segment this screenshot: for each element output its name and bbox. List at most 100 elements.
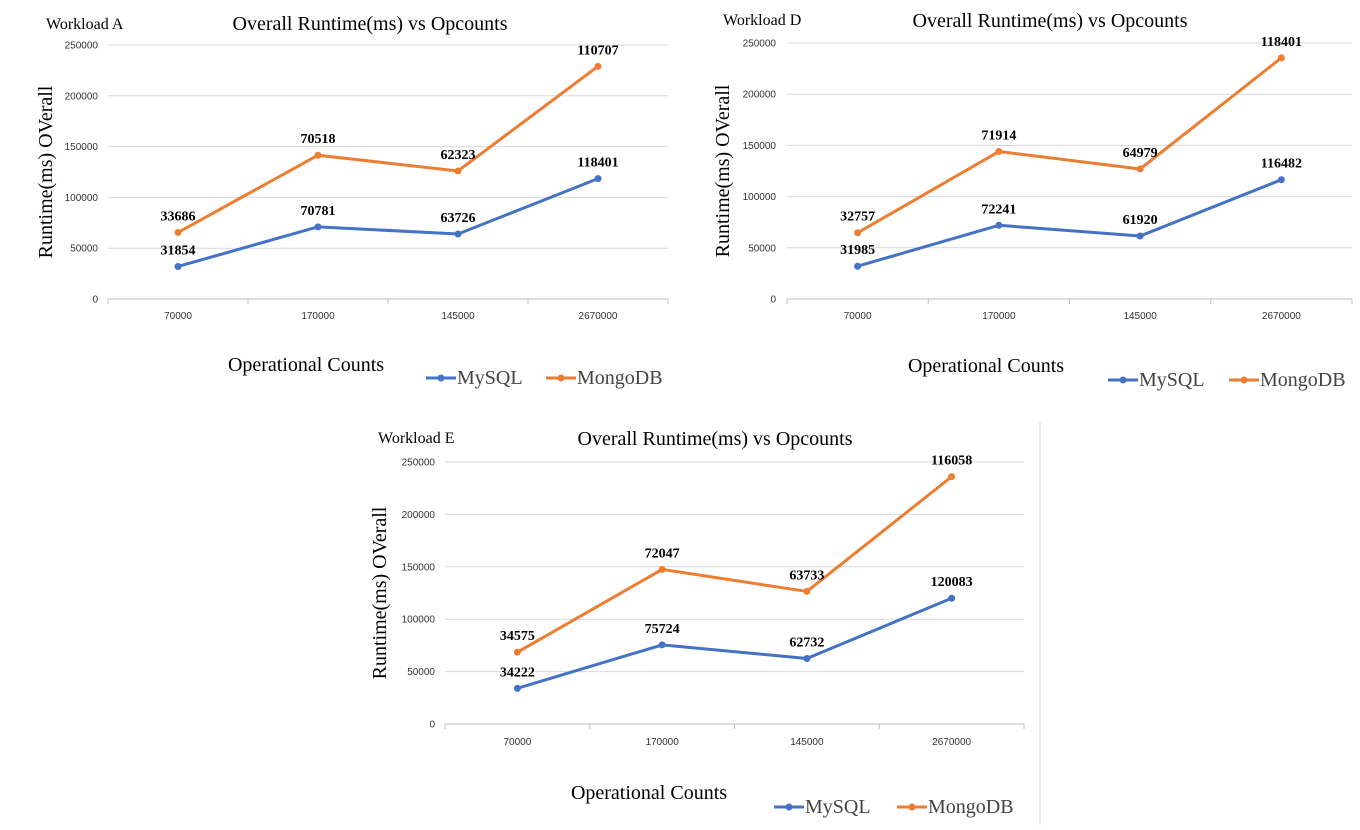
data-label-mongodb: 62323 (441, 148, 476, 163)
chart-panel-2: 0 50000 100000 150000 200000 250000 70000 17000… (712, 10, 1353, 391)
data-label-mysql: 118401 (577, 156, 618, 171)
x-tick-label: 145000 (1123, 311, 1157, 322)
x-tick-label: 170000 (301, 311, 335, 322)
y-tick-label: 250000 (402, 458, 436, 469)
data-label-mysql: 34222 (500, 665, 535, 680)
data-label-mysql: 61920 (1123, 213, 1158, 228)
data-label-mongodb: 71914 (981, 129, 1016, 144)
legend-label-mongodb: MongoDB (928, 796, 1014, 818)
y-tick-label: 150000 (402, 562, 436, 573)
data-point-mysql (1136, 232, 1144, 240)
y-tick-label: 200000 (402, 510, 436, 521)
data-label-mongodb: 72047 (645, 546, 680, 561)
data-point-mongodb (594, 62, 602, 70)
legend-marker-mysql (785, 803, 793, 811)
y-tick-label: 100000 (402, 615, 436, 626)
data-label-mysql: 116482 (1261, 157, 1302, 172)
x-tick-label: 170000 (645, 737, 679, 748)
data-point-mongodb (513, 648, 521, 656)
data-label-mongodb: 34575 (500, 629, 535, 644)
data-label-mysql: 63726 (441, 211, 476, 226)
chart-panel-1: 0 50000 100000 150000 200000 250000 70000 17000… (35, 13, 669, 389)
data-label-mongodb: 70518 (301, 132, 336, 147)
y-tick-label: 250000 (743, 39, 777, 50)
data-label-mongodb: 33686 (161, 209, 196, 224)
x-tick-label: 170000 (982, 311, 1016, 322)
data-point-mongodb (314, 151, 322, 159)
legend-marker-mysql (1119, 376, 1127, 384)
y-tick-label: 50000 (70, 244, 98, 255)
series-line-mongodb (516, 475, 953, 654)
series-line-mysql (516, 596, 953, 690)
x-tick-label: 2670000 (1262, 311, 1301, 322)
x-tick-label: 145000 (441, 311, 475, 322)
y-tick-label: 50000 (748, 243, 776, 254)
chart-panel-3: 0 50000 100000 150000 200000 250000 70000 17000… (369, 428, 1025, 818)
series-line-mysql (857, 178, 1282, 268)
data-point-mongodb (995, 148, 1003, 156)
data-label-mongodb: 64979 (1123, 146, 1158, 161)
data-point-mysql (314, 223, 322, 231)
data-label-mysql: 62732 (789, 636, 824, 651)
legend-label-mysql: MySQL (805, 796, 871, 818)
data-label-mongodb: 63733 (789, 568, 824, 583)
x-axis-title: Operational Counts (228, 354, 384, 376)
data-point-mongodb (948, 473, 956, 481)
legend-marker-mongodb (1240, 376, 1248, 384)
y-tick-label: 0 (429, 720, 435, 731)
data-point-mysql (454, 230, 462, 238)
data-point-mysql (513, 684, 521, 692)
y-tick-label: 200000 (743, 90, 777, 101)
chart-title: Overall Runtime(ms) vs Opcounts (913, 10, 1188, 32)
data-point-mysql (594, 175, 602, 183)
y-axis-title: Runtime(ms) OVerall (369, 506, 391, 679)
workload-label: Workload A (46, 16, 124, 33)
x-tick-label: 70000 (844, 311, 872, 322)
data-label-mysql: 120083 (931, 575, 973, 590)
legend-marker-mongodb (557, 374, 565, 382)
data-point-mongodb (658, 565, 666, 573)
y-axis-title: Runtime(ms) OVerall (35, 85, 57, 258)
x-tick-label: 70000 (164, 311, 192, 322)
data-point-mysql (854, 262, 862, 270)
data-point-mysql (658, 641, 666, 649)
x-tick-label: 2670000 (932, 737, 971, 748)
x-axis-title: Operational Counts (908, 355, 1064, 377)
data-label-mysql: 72241 (981, 202, 1016, 217)
data-point-mongodb (803, 587, 811, 595)
series-line-mongodb (177, 65, 599, 234)
x-tick-label: 2670000 (579, 311, 618, 322)
data-label-mysql: 75724 (645, 622, 680, 637)
y-tick-label: 200000 (65, 91, 99, 102)
legend-marker-mongodb (908, 803, 916, 811)
data-point-mongodb (854, 229, 862, 237)
legend-label-mongodb: MongoDB (577, 367, 663, 389)
data-point-mysql (995, 221, 1003, 229)
legend-label-mysql: MySQL (1139, 369, 1205, 391)
data-point-mysql (174, 262, 182, 270)
chart-title: Overall Runtime(ms) vs Opcounts (578, 428, 853, 450)
data-label-mongodb: 116058 (931, 454, 972, 469)
y-tick-label: 150000 (65, 142, 99, 153)
data-label-mysql: 70781 (301, 204, 336, 219)
legend-label-mysql: MySQL (457, 367, 523, 389)
series-line-mongodb (856, 56, 1283, 235)
x-tick-label: 145000 (790, 737, 824, 748)
workload-label: Workload D (723, 12, 801, 29)
series-line-mysql (177, 177, 599, 268)
x-axis-title: Operational Counts (571, 782, 727, 804)
y-tick-label: 0 (770, 295, 776, 306)
x-tick-label: 70000 (503, 737, 531, 748)
y-tick-label: 100000 (743, 192, 777, 203)
data-label-mongodb: 32757 (840, 210, 875, 225)
y-tick-label: 100000 (65, 193, 99, 204)
data-point-mysql (1277, 176, 1285, 184)
data-point-mongodb (174, 228, 182, 236)
data-label-mongodb: 110707 (577, 43, 618, 58)
y-axis-title: Runtime(ms) OVerall (712, 84, 734, 257)
legend-marker-mysql (437, 374, 445, 382)
data-label-mongodb: 118401 (1261, 35, 1302, 50)
data-label-mysql: 31985 (840, 243, 875, 258)
